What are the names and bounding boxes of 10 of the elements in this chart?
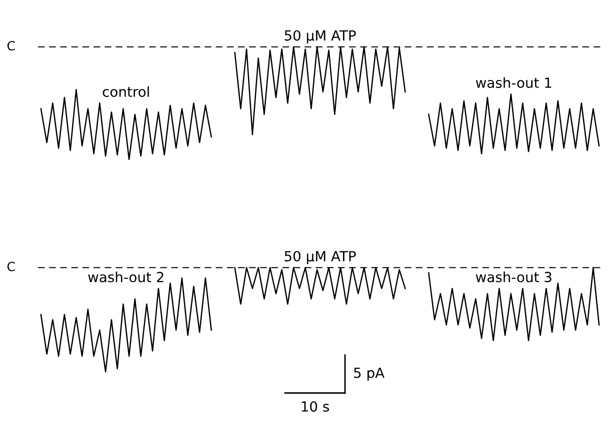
- ref-line-label: C: [7, 262, 15, 272]
- annotation: 5 pA: [354, 368, 384, 381]
- ref-line-label: C: [7, 41, 15, 50]
- series-label: wash-out 1: [476, 77, 552, 88]
- series-label: control: [102, 86, 149, 97]
- text: 10 s: [302, 401, 329, 412]
- series-label: wash-out 3: [476, 272, 552, 282]
- series-label: 50 μM ATP: [284, 250, 356, 264]
- series-label: wash-out 2: [88, 272, 164, 282]
- series-label: 50 μM ATP: [284, 30, 356, 44]
